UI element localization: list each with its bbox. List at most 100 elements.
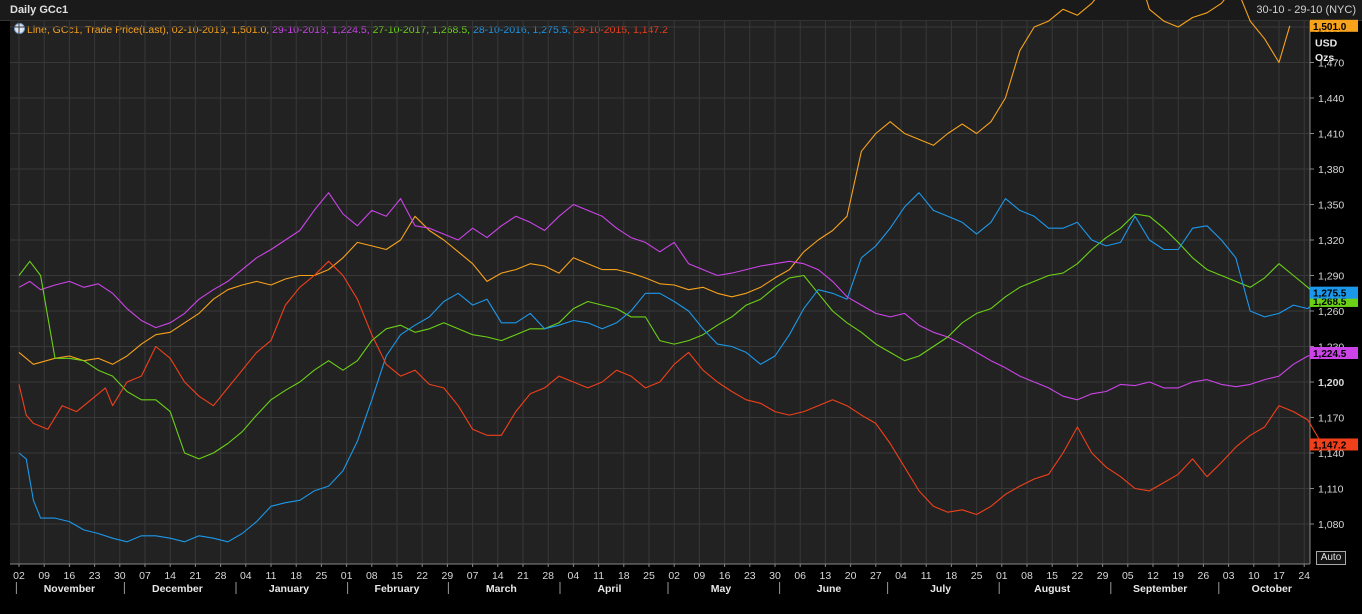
x-month-label: November [44,583,95,595]
series-line-27-10-2017 [18,213,1323,460]
last-value-label: 1,275.5 [1313,289,1347,300]
x-tick-label: 04 [895,570,907,582]
last-value-label: 1,268.5 [1313,297,1347,308]
x-tick-label: 25 [316,570,328,582]
auto-scale-button[interactable]: Auto [1316,551,1346,565]
x-month-label: October [1252,583,1292,595]
x-month-label: January [269,583,309,595]
x-tick-label: 02 [668,570,680,582]
y-axis-title: USD [1315,38,1338,50]
y-axis-title: Ozs [1315,52,1334,64]
series-line-02-10-2019 [18,0,1291,365]
x-tick-label: 18 [946,570,958,582]
y-tick-label: 1,410 [1318,129,1344,141]
plot-area[interactable] [10,21,1310,564]
x-tick-label: 15 [1046,570,1058,582]
last-value-tag [1310,286,1358,299]
last-value-tag [1310,438,1358,451]
last-value-label: 1,147.2 [1313,440,1347,451]
x-tick-label: 26 [1198,570,1210,582]
x-tick-label: 16 [64,570,76,582]
series-line-28-10-2016 [18,192,1323,543]
x-tick-label: 03 [1223,570,1235,582]
x-tick-label: 24 [1298,570,1310,582]
x-tick-label: 25 [643,570,655,582]
x-tick-label: 17 [1273,570,1285,582]
y-tick-label: 1,260 [1318,306,1344,318]
x-tick-label: 20 [845,570,857,582]
y-tick-label: 1,350 [1318,200,1344,212]
x-tick-label: 13 [820,570,832,582]
x-month-label: June [817,583,842,595]
x-tick-label: 28 [215,570,227,582]
x-tick-label: 30 [769,570,781,582]
x-tick-label: 11 [593,570,604,582]
x-tick-label: 04 [568,570,580,582]
title-bar: Daily GCc1 30-10 - 29-10 (NYC) [0,0,1362,21]
x-tick-label: 27 [870,570,882,582]
x-tick-label: 05 [1122,570,1134,582]
x-month-label: March [486,583,517,595]
x-month-label: August [1034,583,1071,595]
x-tick-label: 09 [694,570,706,582]
series-line-29-10-2018 [18,192,1323,401]
x-month-label: May [711,583,732,595]
x-tick-label: 06 [794,570,806,582]
x-tick-label: 02 [13,570,25,582]
x-tick-label: 16 [719,570,731,582]
x-month-label: February [375,583,420,595]
date-range-label[interactable]: 30-10 - 29-10 (NYC) [1256,4,1356,16]
x-tick-label: 01 [996,570,1008,582]
last-value-tag [1310,19,1358,32]
y-tick-label: 1,440 [1318,93,1344,105]
x-tick-label: 11 [266,570,277,582]
x-tick-label: 19 [1172,570,1184,582]
x-tick-label: 29 [442,570,454,582]
y-tick-label: 1,470 [1318,58,1344,70]
last-value-label: 1,501.0 [1313,22,1347,33]
last-value-label: 1,224.5 [1313,349,1347,360]
x-tick-label: 04 [240,570,252,582]
y-tick-label: 1,320 [1318,235,1344,247]
x-tick-label: 08 [1021,570,1033,582]
y-tick-label: 1,200 [1318,377,1344,389]
y-tick-label: 1,140 [1318,448,1344,460]
y-tick-label: 1,380 [1318,164,1344,176]
x-tick-label: 07 [467,570,479,582]
x-tick-label: 22 [1072,570,1084,582]
x-tick-label: 07 [139,570,151,582]
x-tick-label: 15 [391,570,403,582]
x-tick-label: 10 [1248,570,1260,582]
x-tick-label: 12 [1147,570,1159,582]
x-tick-label: 18 [618,570,630,582]
y-tick-label: 1,110 [1318,484,1344,496]
x-tick-label: 08 [366,570,378,582]
x-month-label: September [1133,583,1187,595]
x-tick-label: 29 [1097,570,1109,582]
x-tick-label: 30 [114,570,126,582]
y-tick-label: 1,080 [1318,519,1344,531]
x-month-label: July [930,583,951,595]
x-tick-label: 28 [542,570,554,582]
x-tick-label: 22 [416,570,428,582]
chart-title: Daily GCc1 [10,4,69,16]
x-tick-label: 14 [164,570,176,582]
x-month-label: April [597,583,621,595]
x-tick-label: 25 [971,570,983,582]
x-tick-label: 23 [744,570,756,582]
x-tick-label: 09 [38,570,50,582]
x-tick-label: 18 [290,570,302,582]
x-tick-label: 14 [492,570,504,582]
y-tick-label: 1,290 [1318,271,1344,283]
x-month-label: December [152,583,203,595]
series-line-29-10-2015 [18,260,1323,516]
y-tick-label: 1,170 [1318,413,1344,425]
x-tick-label: 21 [517,570,529,582]
x-tick-label: 11 [921,570,932,582]
last-value-tag [1310,347,1358,360]
x-tick-label: 01 [341,570,353,582]
x-tick-label: 21 [190,570,202,582]
x-tick-label: 23 [89,570,101,582]
